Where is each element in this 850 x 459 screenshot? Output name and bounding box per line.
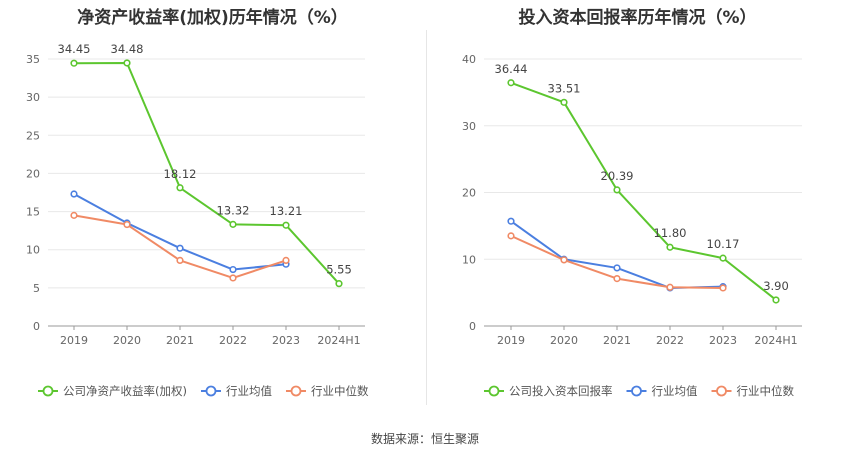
roe-chart-panel: 净资产收益率(加权)历年情况（%） 0 5 10 15 20 25 30 35 2019 2020… bbox=[0, 0, 425, 410]
legend-item: 公司净资产收益率(加权) bbox=[38, 384, 187, 398]
data-label: 18.12 bbox=[164, 167, 197, 181]
legend-swatch-marker bbox=[42, 385, 54, 397]
x-tick-label: 2024H1 bbox=[754, 334, 797, 347]
data-point bbox=[507, 79, 515, 87]
data-point bbox=[719, 284, 727, 292]
x-tick-label: 2019 bbox=[60, 334, 88, 347]
y-tick-label: 0 bbox=[33, 320, 40, 333]
data-point bbox=[613, 264, 621, 272]
legend-label: 行业均值 bbox=[652, 384, 698, 398]
data-point bbox=[613, 186, 621, 194]
legend-label: 行业均值 bbox=[226, 384, 272, 398]
data-point bbox=[176, 244, 184, 252]
y-tick-label: 10 bbox=[26, 244, 40, 257]
x-tick-label: 2024H1 bbox=[317, 334, 360, 347]
data-label: 10.17 bbox=[707, 237, 740, 251]
legend-swatch-marker bbox=[290, 385, 302, 397]
data-point bbox=[229, 220, 237, 228]
x-tick-label: 2019 bbox=[497, 334, 525, 347]
legend-item: 行业均值 bbox=[626, 384, 698, 398]
x-tick-label: 2021 bbox=[603, 334, 631, 347]
data-point bbox=[70, 190, 78, 198]
data-point bbox=[335, 280, 343, 288]
data-label: 5.55 bbox=[326, 263, 352, 277]
legend-item: 行业中位数 bbox=[711, 384, 795, 398]
roic-chart-title: 投入资本回报率历年情况（%） bbox=[518, 8, 757, 28]
data-label: 3.90 bbox=[763, 279, 789, 293]
data-point bbox=[560, 98, 568, 106]
legend-label: 行业中位数 bbox=[737, 384, 795, 398]
data-point bbox=[666, 243, 674, 251]
x-tick-label: 2022 bbox=[656, 334, 684, 347]
legend-item: 行业均值 bbox=[200, 384, 272, 398]
y-tick-label: 20 bbox=[26, 167, 40, 180]
series-line bbox=[73, 61, 340, 285]
y-tick-label: 35 bbox=[26, 53, 40, 66]
data-point bbox=[176, 256, 184, 264]
y-tick-label: 30 bbox=[26, 91, 40, 104]
x-tick-label: 2020 bbox=[113, 334, 141, 347]
data-point bbox=[123, 220, 131, 229]
x-tick-label: 2022 bbox=[219, 334, 247, 347]
y-tick-label: 10 bbox=[462, 253, 476, 266]
data-label: 33.51 bbox=[548, 81, 581, 95]
data-point bbox=[176, 184, 184, 192]
y-tick-label: 30 bbox=[462, 120, 476, 133]
legend-item: 公司投入资本回报率 bbox=[484, 384, 613, 398]
legend-label: 公司净资产收益率(加权) bbox=[63, 384, 187, 398]
data-point bbox=[560, 256, 568, 264]
y-tick-label: 5 bbox=[33, 282, 40, 295]
data-label: 34.48 bbox=[111, 42, 144, 56]
data-point bbox=[229, 265, 237, 274]
legend-swatch-marker bbox=[205, 385, 217, 397]
legend-swatch-marker bbox=[488, 385, 500, 397]
data-point bbox=[507, 217, 515, 225]
data-point bbox=[70, 211, 78, 219]
data-label: 36.44 bbox=[495, 62, 528, 76]
data-label: 13.21 bbox=[270, 204, 303, 218]
y-tick-label: 0 bbox=[469, 320, 476, 333]
legend-label: 行业中位数 bbox=[311, 384, 369, 398]
data-label: 20.39 bbox=[601, 169, 634, 183]
data-point bbox=[719, 254, 727, 262]
roe-chart-title: 净资产收益率(加权)历年情况（%） bbox=[77, 8, 348, 28]
data-point bbox=[70, 59, 78, 67]
data-point bbox=[282, 221, 290, 229]
x-tick-label: 2021 bbox=[166, 334, 194, 347]
legend-item: 行业中位数 bbox=[285, 384, 369, 398]
legend-swatch-marker bbox=[716, 385, 727, 397]
data-point bbox=[282, 256, 290, 264]
data-label: 11.80 bbox=[654, 226, 687, 240]
data-point bbox=[666, 283, 674, 291]
roic-chart: 0 10 20 30 40 2019 2020 2021 2022 2023 2024H1 36.44… bbox=[462, 53, 802, 398]
legend-label: 公司投入资本回报率 bbox=[509, 384, 613, 398]
x-tick-label: 2020 bbox=[550, 334, 578, 347]
roic-chart-panel: 投入资本回报率历年情况（%） 0 10 20 30 40 2019 2020 2021 2022… bbox=[425, 0, 850, 410]
roe-chart: 0 5 10 15 20 25 30 35 2019 2020 2021 2022 2023 2024H1… bbox=[26, 42, 369, 398]
y-tick-label: 20 bbox=[462, 187, 476, 200]
data-point bbox=[772, 296, 780, 304]
data-label: 13.32 bbox=[217, 203, 250, 217]
series-line bbox=[510, 81, 777, 301]
data-source-note: 数据来源：恒生聚源 bbox=[370, 432, 479, 446]
y-tick-label: 40 bbox=[462, 53, 476, 66]
legend-swatch-marker bbox=[631, 385, 642, 397]
y-tick-label: 25 bbox=[26, 129, 40, 142]
data-point bbox=[229, 274, 237, 282]
data-label: 34.45 bbox=[58, 42, 91, 56]
data-point bbox=[613, 275, 621, 283]
data-point bbox=[507, 232, 515, 240]
y-tick-label: 15 bbox=[26, 206, 40, 219]
x-tick-label: 2023 bbox=[709, 334, 737, 347]
data-point bbox=[123, 59, 131, 67]
panel-divider bbox=[426, 30, 427, 405]
x-tick-label: 2023 bbox=[272, 334, 300, 347]
